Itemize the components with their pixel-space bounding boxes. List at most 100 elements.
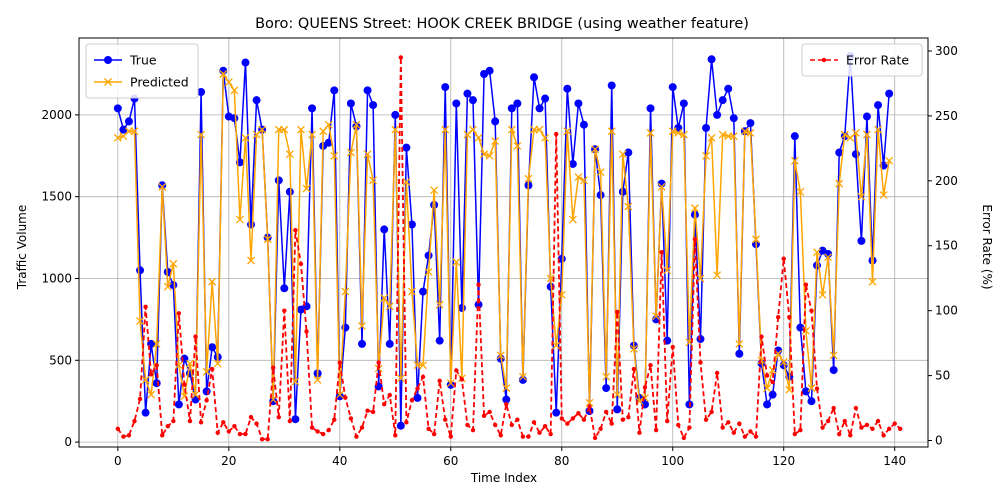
predicted-point [629, 344, 638, 353]
error-rate-point [709, 409, 714, 415]
error-rate-point [781, 256, 786, 261]
true-point [807, 397, 816, 406]
predicted-point [568, 215, 577, 224]
true-point [208, 343, 217, 352]
predicted-point [851, 128, 860, 137]
predicted-point [380, 294, 389, 303]
true-point [413, 393, 422, 402]
predicted-point [507, 125, 516, 134]
error-rate-point [881, 433, 886, 438]
error-rate-point [115, 426, 121, 432]
true-point [113, 104, 122, 113]
error-rate-point [703, 417, 709, 422]
true-point [285, 187, 294, 196]
error-rate-point [759, 334, 764, 339]
x-tick-label: 100 [661, 454, 684, 468]
true-point [468, 96, 477, 105]
predicted-point [535, 125, 544, 134]
predicted-point [718, 130, 727, 139]
error-rate-point [842, 418, 847, 424]
predicted-point [796, 187, 805, 196]
predicted-point [729, 132, 738, 141]
error-rate-point [798, 427, 803, 433]
predicted-point [474, 133, 483, 142]
predicted-point [768, 366, 777, 375]
true-point [169, 281, 178, 290]
error-rate-point [431, 431, 437, 437]
true-point [141, 408, 150, 417]
true-point [513, 99, 522, 108]
predicted-point [158, 182, 167, 191]
error-rate-point [687, 425, 692, 430]
predicted-point [624, 202, 633, 211]
y-left-tick-label: 1500 [41, 190, 72, 204]
true-point [718, 96, 727, 105]
predicted-point [258, 125, 267, 134]
error-rate-point [121, 434, 126, 439]
error-rate-point [504, 401, 509, 407]
true-point [679, 99, 688, 108]
legend-marker-true [104, 56, 112, 64]
error-rate-point [132, 418, 137, 424]
predicted-point [446, 379, 455, 388]
legend-left: True Predicted [85, 43, 199, 99]
error-rate-point [526, 434, 531, 439]
true-point [702, 123, 711, 132]
y-right-tick-label: 300 [935, 44, 958, 58]
true-point [491, 117, 500, 126]
y-right-tick-label: 250 [935, 109, 958, 123]
true-point [790, 132, 799, 141]
true-point [435, 336, 444, 345]
error-rate-point [243, 431, 248, 437]
error-rate-point [143, 304, 148, 309]
true-point [868, 256, 877, 265]
predicted-point [485, 151, 494, 160]
plot-area: 0 20 40 60 80 100 120 140 0 500 1000 1500 2000 0 50 100… [41, 37, 958, 468]
predicted-point [430, 186, 439, 195]
true-point [152, 379, 161, 388]
predicted-point [169, 259, 178, 268]
error-rate-point [698, 360, 703, 365]
predicted-point [646, 128, 655, 137]
error-rate-point [282, 308, 287, 313]
predicted-point [208, 277, 217, 286]
error-rate-point [870, 426, 875, 432]
legend-label-predicted: Predicted [130, 75, 189, 90]
predicted-point [707, 133, 716, 142]
x-tick-label: 140 [883, 454, 906, 468]
true-point [530, 73, 539, 82]
error-rate-point [565, 421, 570, 426]
error-rate-point [176, 311, 182, 316]
predicted-point [857, 192, 866, 201]
error-rate-point [398, 55, 404, 60]
true-point [885, 89, 894, 98]
error-rate-point [359, 425, 365, 430]
predicted-point [452, 258, 461, 267]
error-rate-point [348, 416, 354, 421]
predicted-point [702, 151, 710, 160]
chart-title: Boro: QUEENS Street: HOOK CREEK BRIDGE (… [255, 16, 749, 32]
error-rate-point [187, 418, 193, 424]
legend-label-error-rate: Error Rate [846, 53, 909, 68]
true-point [396, 421, 405, 430]
y-axis-title-right: Error Rate (%) [980, 204, 994, 289]
error-rate-point [581, 417, 587, 422]
true-point [857, 236, 866, 245]
true-point [452, 99, 461, 108]
error-rate-point [886, 426, 892, 432]
true-point [796, 323, 805, 332]
predicted-point [297, 125, 305, 134]
true-point [230, 114, 239, 123]
error-rate-point [659, 250, 664, 255]
error-rate-point [259, 437, 265, 442]
true-point [419, 287, 428, 296]
true-point [136, 266, 145, 275]
error-rate-point [714, 370, 720, 376]
predicted-point [141, 375, 150, 384]
predicted-point [524, 174, 533, 183]
error-rate-point [875, 418, 881, 424]
predicted-point [591, 145, 600, 154]
error-rate-point [692, 237, 698, 242]
error-rate-point [859, 425, 864, 430]
predicted-point [602, 372, 611, 381]
